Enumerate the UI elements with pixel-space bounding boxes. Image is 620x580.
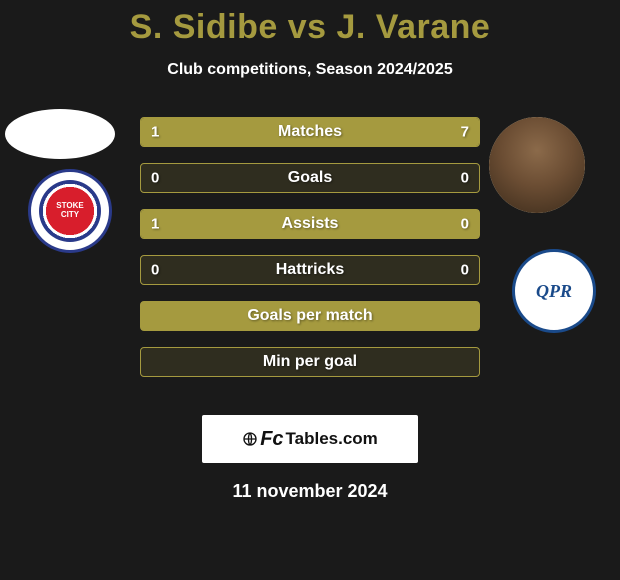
stat-bars: 1 7 Matches 0 0 Goals 1 0 Assists 0 0 Hattricks Goal… [140,117,480,393]
club-left-badge: STOKECITY [28,169,112,253]
stat-row: Goals per match [140,301,480,331]
stat-fill-left [141,118,183,146]
stat-row: 1 0 Assists [140,209,480,239]
stat-label: Matches [278,123,342,141]
comparison-title: S. Sidibe vs J. Varane [0,0,620,47]
brand-logo: FcTables.com [242,428,378,451]
comparison-chart: STOKECITY QPR 1 7 Matches 0 0 Goals 1 0 Assists 0… [0,117,620,407]
stat-value-left: 1 [151,124,159,141]
club-right-monogram: QPR [536,282,572,300]
stat-row: 0 0 Goals [140,163,480,193]
stat-row: 1 7 Matches [140,117,480,147]
stat-value-left: 0 [151,170,159,187]
player-right-avatar [489,117,585,213]
stat-value-right: 0 [461,170,469,187]
brand-text: Tables.com [286,429,378,449]
club-right-badge: QPR [512,249,596,333]
stat-value-right: 0 [461,262,469,279]
stat-label: Min per goal [263,353,357,371]
player-left-avatar [5,109,115,159]
brand-badge: FcTables.com [202,415,418,463]
club-left-name: STOKECITY [56,202,83,220]
globe-icon [242,431,258,447]
stat-label: Hattricks [276,261,344,279]
comparison-date: 11 november 2024 [0,481,620,502]
stat-value-left: 1 [151,216,159,233]
stat-value-right: 7 [461,124,469,141]
stat-value-right: 0 [461,216,469,233]
stat-label: Goals [288,169,332,187]
comparison-subtitle: Club competitions, Season 2024/2025 [0,61,620,79]
stat-row: Min per goal [140,347,480,377]
stat-row: 0 0 Hattricks [140,255,480,285]
stat-label: Assists [282,215,339,233]
stat-label: Goals per match [247,307,372,325]
stat-value-left: 0 [151,262,159,279]
